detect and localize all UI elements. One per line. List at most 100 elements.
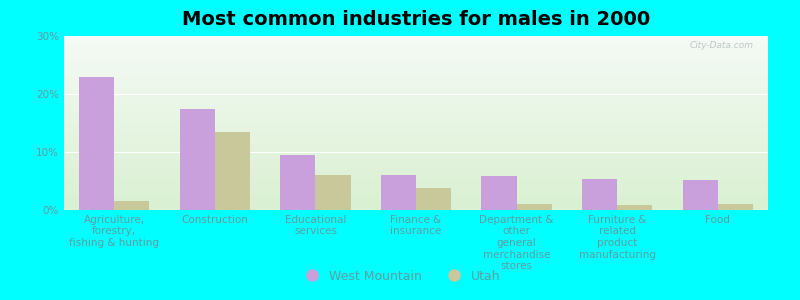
Bar: [64, 103, 768, 104]
Bar: [64, 158, 768, 159]
Bar: [64, 134, 768, 135]
Bar: [64, 199, 768, 200]
Bar: [64, 151, 768, 152]
Bar: [64, 174, 768, 175]
Bar: [64, 66, 768, 67]
Bar: [64, 181, 768, 182]
Bar: [517, 204, 552, 210]
Bar: [64, 91, 768, 92]
Bar: [64, 81, 768, 82]
Bar: [64, 42, 768, 43]
Bar: [64, 62, 768, 63]
Bar: [64, 94, 768, 95]
Bar: [64, 207, 768, 208]
Bar: [64, 98, 768, 99]
Bar: [64, 193, 768, 194]
Bar: [64, 80, 768, 81]
Bar: [64, 205, 768, 206]
Bar: [64, 36, 768, 37]
Bar: [64, 92, 768, 93]
Bar: [64, 45, 768, 46]
Bar: [64, 130, 768, 131]
Text: City-Data.com: City-Data.com: [690, 41, 754, 50]
Bar: [64, 76, 768, 77]
Bar: [64, 77, 768, 78]
Bar: [64, 140, 768, 141]
Bar: [64, 55, 768, 56]
Bar: [64, 59, 768, 60]
Bar: [64, 160, 768, 161]
Bar: [64, 208, 768, 209]
Bar: [64, 163, 768, 164]
Bar: [64, 53, 768, 54]
Bar: [381, 175, 416, 210]
Bar: [64, 201, 768, 202]
Bar: [64, 143, 768, 144]
Bar: [64, 177, 768, 178]
Bar: [64, 119, 768, 120]
Bar: [64, 152, 768, 153]
Bar: [64, 110, 768, 111]
Bar: [64, 195, 768, 196]
Bar: [64, 114, 768, 115]
Bar: [64, 70, 768, 71]
Bar: [64, 183, 768, 184]
Bar: [64, 106, 768, 107]
Bar: [64, 123, 768, 124]
Bar: [114, 201, 150, 210]
Bar: [64, 157, 768, 158]
Bar: [64, 65, 768, 66]
Bar: [64, 72, 768, 73]
Bar: [64, 168, 768, 169]
Bar: [215, 132, 250, 210]
Bar: [64, 84, 768, 85]
Bar: [64, 147, 768, 148]
Bar: [64, 95, 768, 96]
Bar: [64, 102, 768, 103]
Bar: [64, 50, 768, 51]
Bar: [64, 159, 768, 160]
Bar: [64, 167, 768, 168]
Bar: [64, 82, 768, 83]
Bar: [64, 126, 768, 127]
Bar: [64, 96, 768, 97]
Bar: [64, 190, 768, 191]
Bar: [64, 93, 768, 94]
Title: Most common industries for males in 2000: Most common industries for males in 2000: [182, 10, 650, 29]
Bar: [64, 68, 768, 69]
Bar: [64, 129, 768, 130]
Bar: [64, 89, 768, 90]
Bar: [64, 105, 768, 106]
Bar: [64, 186, 768, 187]
Bar: [64, 38, 768, 39]
Bar: [64, 176, 768, 177]
Bar: [64, 133, 768, 134]
Bar: [64, 200, 768, 201]
Bar: [64, 185, 768, 186]
Bar: [64, 120, 768, 121]
Bar: [64, 100, 768, 101]
Bar: [64, 169, 768, 170]
Bar: [64, 92, 768, 93]
Bar: [64, 111, 768, 112]
Bar: [64, 39, 768, 40]
Bar: [64, 115, 768, 116]
Bar: [64, 209, 768, 210]
Bar: [64, 69, 768, 70]
Bar: [64, 131, 768, 132]
Bar: [64, 166, 768, 167]
Bar: [64, 136, 768, 137]
Bar: [64, 125, 768, 126]
Bar: [682, 180, 718, 210]
Bar: [64, 117, 768, 118]
Bar: [180, 109, 215, 210]
Legend: West Mountain, Utah: West Mountain, Utah: [294, 265, 506, 288]
Bar: [64, 49, 768, 50]
Bar: [64, 118, 768, 119]
Bar: [64, 144, 768, 145]
Bar: [64, 148, 768, 149]
Bar: [64, 204, 768, 205]
Bar: [64, 203, 768, 204]
Bar: [64, 86, 768, 87]
Bar: [315, 175, 350, 210]
